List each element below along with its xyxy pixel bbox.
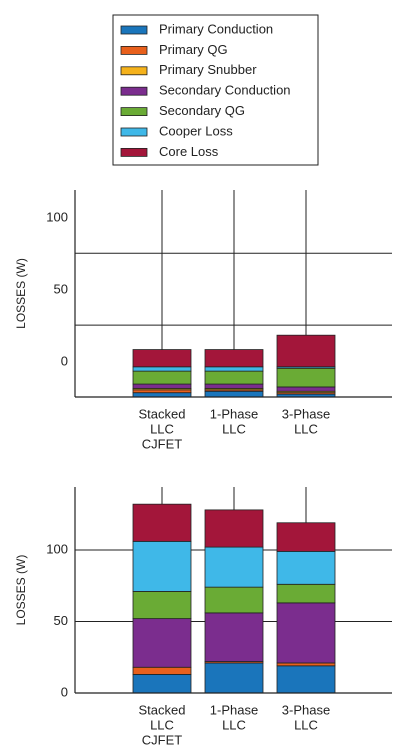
bar-segment (276, 334, 336, 368)
x-tick-label: 1-Phase (210, 406, 258, 421)
x-tick-label: CJFET (142, 436, 183, 451)
bar-segment (132, 503, 192, 542)
bar-segment (204, 366, 264, 372)
y-tick-label: 0 (61, 684, 68, 699)
legend-label: Secondary QG (159, 103, 245, 118)
bar-segment (132, 392, 192, 398)
bar-segment (132, 383, 192, 389)
y-tick-label: 0 (61, 353, 68, 368)
x-tick-label: LLC (150, 717, 174, 732)
bar-segment (276, 522, 336, 552)
x-tick-label: LLC (222, 421, 246, 436)
bar-segment (204, 390, 264, 398)
legend-swatch (120, 107, 148, 116)
legend-swatch (120, 66, 148, 76)
bar-segment (276, 550, 336, 585)
legend-swatch (120, 25, 148, 35)
bar-segment (204, 383, 264, 389)
x-tick-label: CJFET (142, 732, 183, 747)
x-tick-label: Stacked (139, 406, 186, 421)
bar-segment (276, 602, 336, 664)
bar-segment (204, 546, 264, 588)
legend-label: Cooper Loss (159, 123, 233, 138)
y-axis-label: LOSSES (W) (14, 258, 28, 329)
bar-segment (204, 662, 264, 694)
y-tick-label: 100 (46, 541, 68, 556)
x-tick-label: LLC (294, 717, 318, 732)
bar-segment (276, 662, 336, 667)
legend-swatch (120, 46, 148, 55)
bar-segment (276, 583, 336, 604)
x-tick-label: Stacked (139, 702, 186, 717)
bar-segment (132, 370, 192, 385)
y-tick-label: 100 (46, 210, 68, 225)
legend-label: Primary QG (159, 42, 228, 57)
y-tick-label: 50 (54, 282, 68, 297)
bar-segment (204, 349, 264, 368)
legend-label: Primary Conduction (159, 21, 273, 36)
y-axis-label: LOSSES (W) (14, 555, 28, 626)
x-tick-label: 1-Phase (210, 702, 258, 717)
bar-segment (276, 665, 336, 694)
bar-segment (276, 367, 336, 388)
bar-segment (132, 349, 192, 368)
bar-segment (204, 370, 264, 385)
legend-label: Primary Snubber (159, 62, 257, 77)
bar-segment (132, 591, 192, 620)
y-tick-label: 50 (54, 613, 68, 628)
legend-swatch (120, 127, 148, 137)
bar-segment (132, 389, 192, 394)
bar-segment (132, 618, 192, 668)
bar-segment (132, 674, 192, 694)
x-tick-label: LLC (222, 717, 246, 732)
legend-label: Secondary Conduction (159, 83, 291, 98)
bar-segment (132, 366, 192, 372)
bar-segment (276, 386, 336, 392)
x-tick-label: LLC (150, 421, 174, 436)
legend-label: Core Loss (159, 144, 219, 159)
x-tick-label: 3-Phase (282, 702, 330, 717)
bar-segment (132, 666, 192, 675)
bar-segment (132, 540, 192, 592)
legend-swatch (120, 147, 148, 157)
x-tick-label: LLC (294, 421, 318, 436)
bar-segment (204, 586, 264, 614)
legend-swatch (120, 86, 148, 96)
legend-box (112, 14, 319, 166)
bar-segment (204, 612, 264, 662)
x-tick-label: 3-Phase (282, 406, 330, 421)
bar-segment (204, 509, 264, 548)
